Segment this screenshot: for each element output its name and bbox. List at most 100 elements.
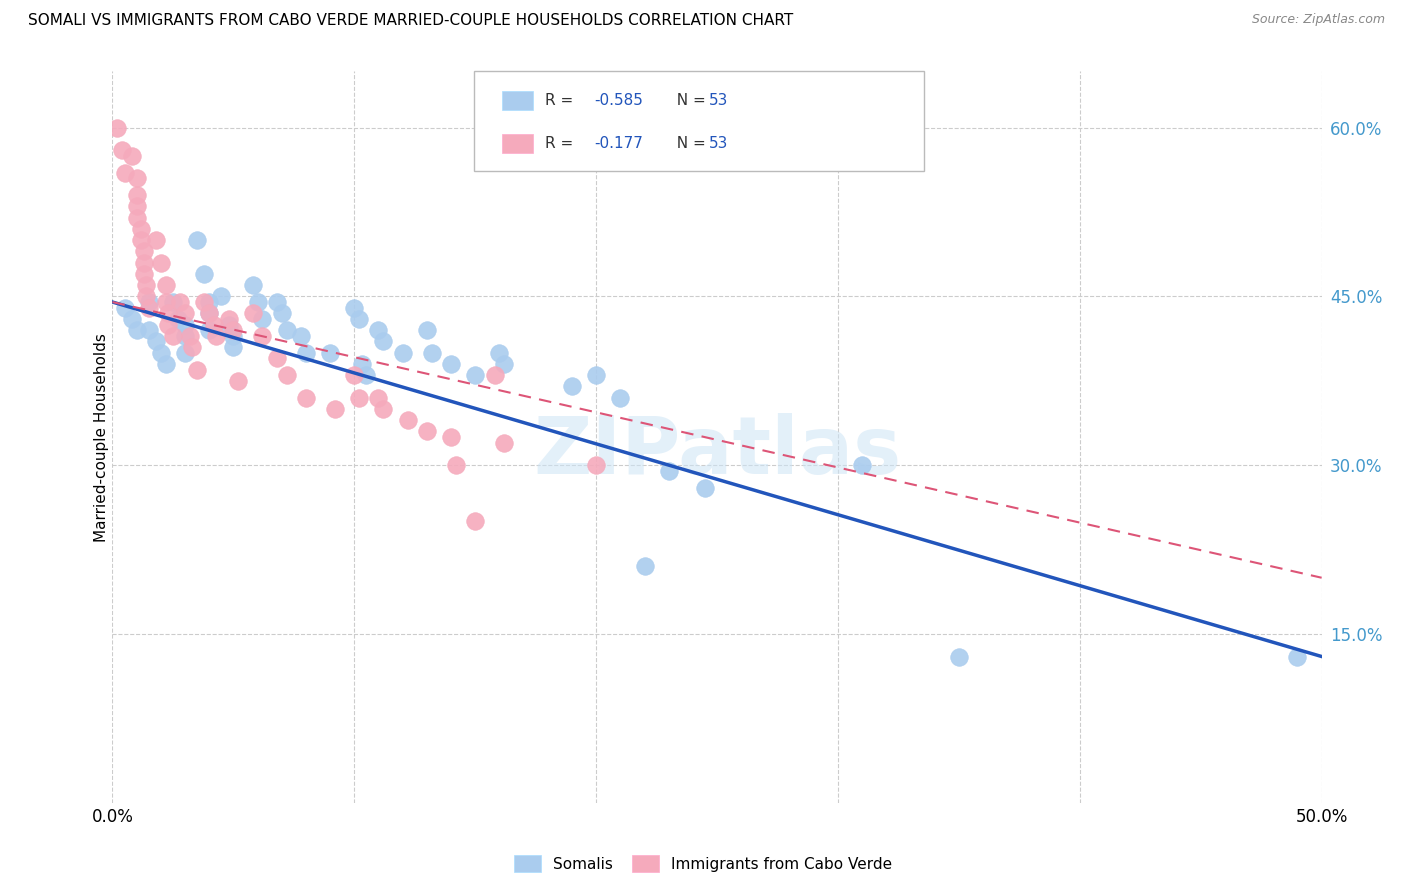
Point [295, 345, 318, 359]
Point [174, 328, 197, 343]
Point [157, 306, 180, 320]
Text: 53: 53 [709, 136, 728, 151]
Point [174, 318, 197, 332]
Point [132, 244, 155, 259]
Point [658, 464, 681, 478]
Point [323, 401, 346, 416]
Point [1286, 649, 1309, 664]
Point [420, 345, 443, 359]
Point [198, 323, 221, 337]
Point [125, 199, 148, 213]
Point [162, 295, 184, 310]
Point [276, 368, 298, 383]
Point [222, 340, 245, 354]
Point [373, 334, 395, 349]
Point [343, 368, 366, 383]
Point [440, 357, 463, 371]
Point [252, 328, 274, 343]
Point [105, 120, 128, 135]
Point [149, 255, 172, 269]
Point [145, 334, 167, 349]
FancyBboxPatch shape [474, 70, 924, 171]
Point [242, 278, 264, 293]
Point [145, 233, 167, 247]
Point [155, 278, 177, 293]
Point [464, 368, 486, 383]
Point [202, 318, 225, 332]
Point [162, 328, 184, 343]
Point [440, 430, 463, 444]
Point [416, 323, 439, 337]
Point [218, 318, 240, 332]
Text: Source: ZipAtlas.com: Source: ZipAtlas.com [1251, 13, 1385, 27]
Point [484, 368, 506, 383]
Point [851, 458, 873, 473]
Point [266, 295, 288, 310]
Point [125, 188, 148, 202]
Point [198, 306, 221, 320]
Text: SOMALI VS IMMIGRANTS FROM CABO VERDE MARRIED-COUPLE HOUSEHOLDS CORRELATION CHART: SOMALI VS IMMIGRANTS FROM CABO VERDE MAR… [28, 13, 793, 29]
Point [416, 425, 439, 439]
Point [209, 289, 232, 303]
Point [174, 306, 197, 320]
Text: ZIPatlas: ZIPatlas [533, 413, 901, 491]
Point [135, 278, 157, 293]
Point [585, 458, 607, 473]
Point [135, 289, 157, 303]
Point [444, 458, 467, 473]
Point [114, 301, 136, 315]
Point [252, 312, 274, 326]
Legend: Somalis, Immigrants from Cabo Verde: Somalis, Immigrants from Cabo Verde [506, 847, 900, 880]
Point [186, 233, 208, 247]
Text: R =: R = [544, 93, 578, 108]
Point [494, 435, 516, 450]
Point [347, 312, 370, 326]
Point [396, 413, 419, 427]
Text: -0.177: -0.177 [593, 136, 643, 151]
Point [174, 345, 197, 359]
Point [494, 357, 516, 371]
Point [114, 166, 136, 180]
Point [149, 345, 172, 359]
Point [121, 149, 143, 163]
Point [125, 171, 148, 186]
Point [693, 481, 716, 495]
Point [138, 323, 160, 337]
Point [561, 379, 583, 393]
Point [132, 255, 155, 269]
Point [125, 211, 148, 225]
Point [186, 362, 208, 376]
Bar [502, 91, 533, 111]
Point [350, 357, 373, 371]
Point [181, 340, 204, 354]
Point [218, 312, 240, 326]
Point [169, 295, 191, 310]
Point [391, 345, 413, 359]
Point [132, 267, 155, 281]
Point [270, 306, 292, 320]
Text: 53: 53 [709, 93, 728, 108]
Point [155, 295, 177, 310]
Point [198, 306, 221, 320]
Point [205, 328, 228, 343]
Y-axis label: Married-couple Households: Married-couple Households [94, 333, 108, 541]
Point [367, 323, 389, 337]
Point [226, 374, 249, 388]
Point [138, 301, 160, 315]
Point [609, 391, 631, 405]
Point [266, 351, 288, 366]
Point [166, 312, 188, 326]
Point [242, 306, 264, 320]
Point [111, 143, 134, 157]
Bar [502, 134, 533, 153]
Point [193, 295, 215, 310]
Point [356, 368, 378, 383]
Text: -0.585: -0.585 [593, 93, 643, 108]
Point [633, 559, 655, 574]
Point [347, 391, 370, 405]
Text: N =: N = [666, 93, 710, 108]
Point [131, 222, 153, 236]
Point [125, 323, 148, 337]
Point [222, 328, 245, 343]
Point [367, 391, 389, 405]
